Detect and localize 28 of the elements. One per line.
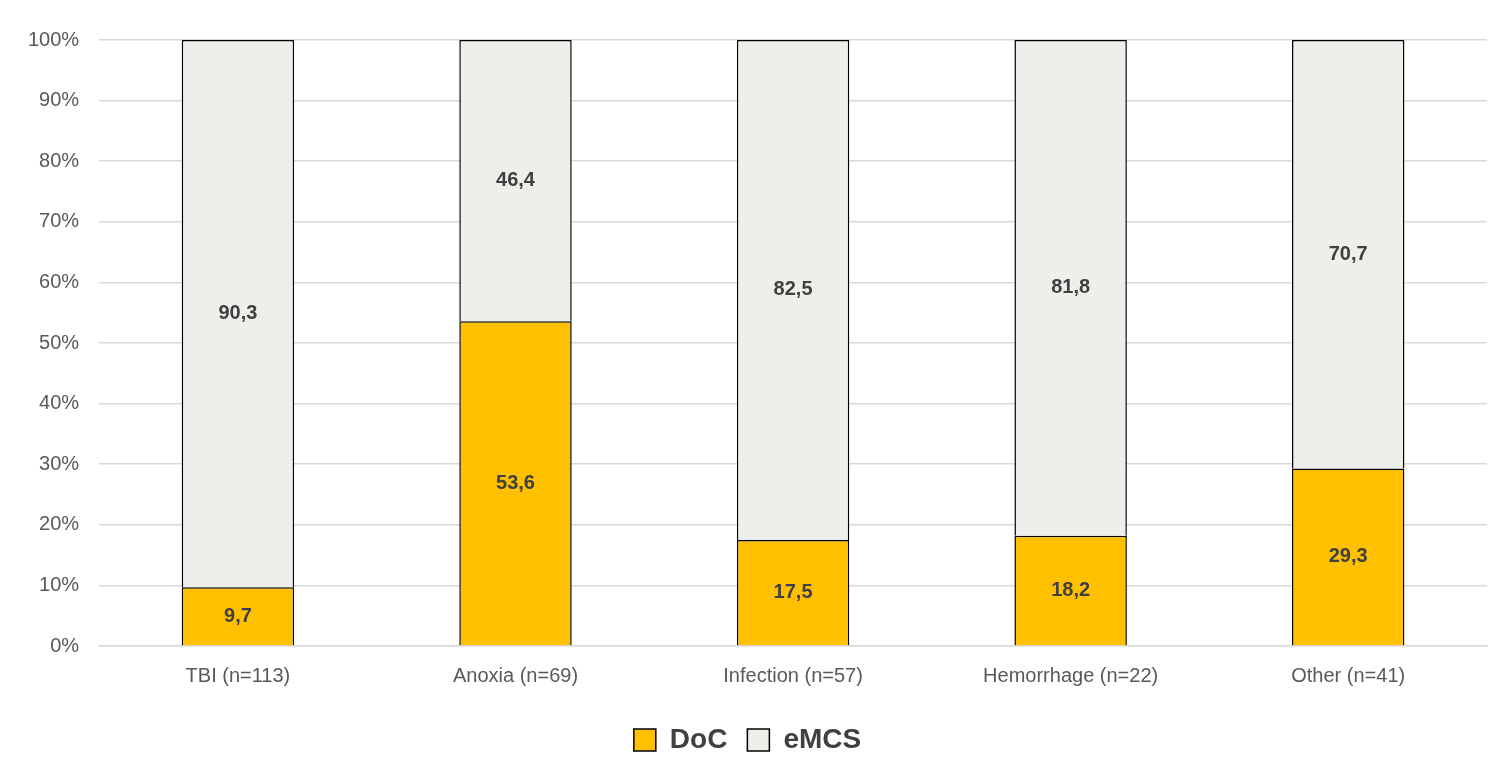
legend-label: eMCS: [783, 722, 862, 754]
legend-label: DoC: [669, 722, 728, 754]
x-tick-label: Infection (n=57): [723, 663, 863, 686]
y-tick-label: 10%: [39, 572, 80, 595]
y-tick-label: 80%: [39, 148, 80, 171]
y-tick-label: 20%: [39, 512, 80, 535]
data-label: 29,3: [1328, 544, 1368, 567]
data-label: 46,4: [496, 168, 536, 191]
x-tick-label: Hemorrhage (n=22): [983, 663, 1159, 686]
data-label: 18,2: [1051, 577, 1091, 600]
data-label: 53,6: [496, 470, 535, 493]
x-tick-label: Anoxia (n=69): [452, 663, 579, 686]
y-tick-label: 50%: [39, 330, 80, 353]
y-tick-label: 100%: [28, 27, 80, 50]
y-tick-label: 40%: [39, 391, 80, 414]
data-label: 9,7: [224, 603, 252, 626]
y-tick-label: 90%: [39, 88, 80, 111]
data-label: 81,8: [1051, 275, 1091, 298]
y-tick-label: 0%: [50, 633, 80, 656]
y-tick-label: 60%: [39, 269, 80, 292]
data-label: 90,3: [218, 301, 258, 324]
x-tick-label: TBI (n=113): [185, 663, 291, 686]
y-tick-label: 30%: [39, 451, 80, 474]
y-tick-label: 70%: [39, 209, 80, 232]
data-label: 17,5: [773, 580, 813, 603]
data-label: 70,7: [1328, 241, 1368, 264]
x-tick-label: Other (n=41): [1291, 663, 1406, 686]
data-label: 82,5: [773, 277, 813, 300]
